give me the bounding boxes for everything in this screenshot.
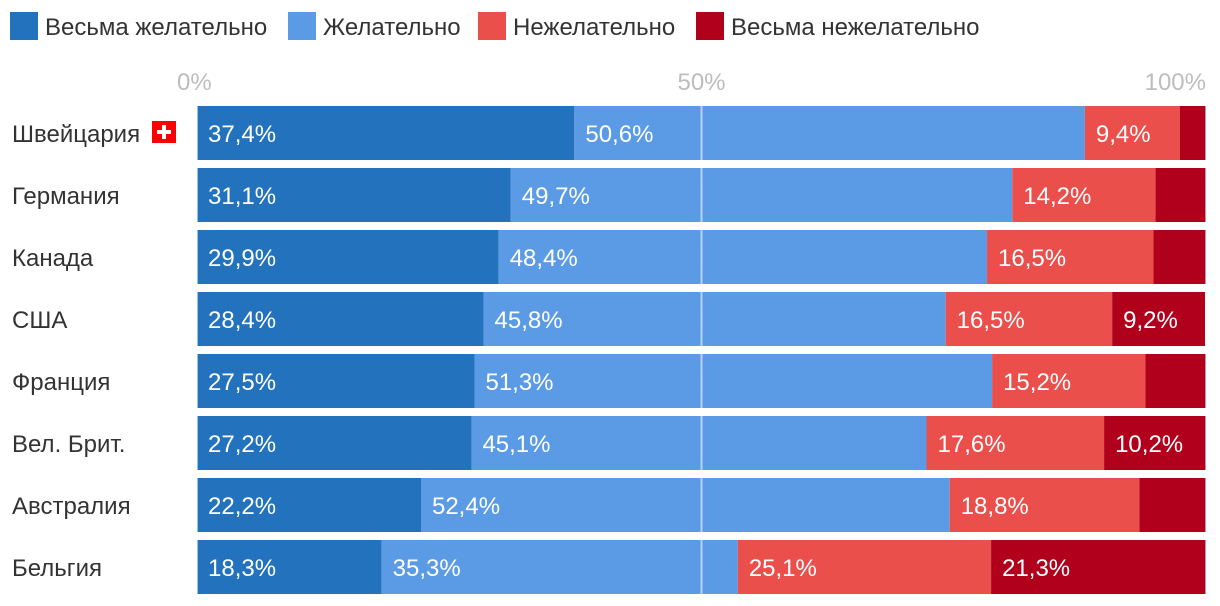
bars-group bbox=[197, 106, 1206, 594]
bar-весьма-нежелательно-бельгия bbox=[991, 540, 1206, 594]
data-label: 28,4% bbox=[208, 307, 276, 334]
data-label: 18,8% bbox=[961, 493, 1029, 520]
bar-весьма-нежелательно-сша bbox=[1112, 292, 1205, 346]
data-labels: 37,4% 50,6% 9,4% 31,1% 49,7% 14,2% 29,9% 48,4% 1… bbox=[208, 121, 1183, 582]
data-label: 21,3% bbox=[1002, 555, 1070, 582]
category-label-канада: Канада bbox=[12, 245, 94, 272]
data-label: 27,2% bbox=[208, 431, 276, 458]
data-label: 48,4% bbox=[510, 245, 578, 272]
category-label-австралия: Австралия bbox=[12, 493, 131, 520]
data-label: 27,5% bbox=[208, 369, 276, 396]
bar-весьма-желательно-канада bbox=[197, 230, 499, 284]
bar-желательно-бельгия bbox=[381, 540, 738, 594]
data-label: 51,3% bbox=[485, 369, 553, 396]
data-label: 9,2% bbox=[1123, 307, 1178, 334]
data-label: 35,3% bbox=[393, 555, 461, 582]
gridlines bbox=[196, 100, 1207, 594]
data-label: 45,1% bbox=[482, 431, 550, 458]
bar-нежелательно-вел-брит bbox=[926, 416, 1105, 470]
legend-swatch-4 bbox=[696, 12, 724, 40]
bar-весьма-желательно-франция bbox=[197, 354, 475, 408]
data-label: 16,5% bbox=[957, 307, 1025, 334]
bar-нежелательно-германия bbox=[1012, 168, 1156, 222]
bar-весьма-желательно-германия bbox=[197, 168, 511, 222]
data-label: 37,4% bbox=[208, 121, 276, 148]
x-tick-label: 50% bbox=[677, 69, 725, 96]
data-label: 31,1% bbox=[208, 183, 276, 210]
legend-label-3: Нежелательно bbox=[513, 14, 675, 41]
category-label-германия: Германия bbox=[12, 183, 120, 210]
category-label-сша: США bbox=[12, 307, 67, 334]
data-label: 25,1% bbox=[749, 555, 817, 582]
legend-label-1: Весьма желательно bbox=[45, 14, 267, 41]
bar-весьма-нежелательно-франция bbox=[1145, 354, 1206, 408]
category-label-вел-брит: Вел. Брит. bbox=[12, 431, 125, 458]
data-label: 52,4% bbox=[432, 493, 500, 520]
legend-swatch-2 bbox=[288, 12, 316, 40]
bar-нежелательно-австралия bbox=[949, 478, 1140, 532]
category-label-франция: Франция bbox=[12, 369, 110, 396]
bar-весьма-желательно-швейцария bbox=[197, 106, 575, 160]
bar-нежелательно-бельгия bbox=[737, 540, 992, 594]
data-label: 22,2% bbox=[208, 493, 276, 520]
bar-нежелательно-швейцария bbox=[1084, 106, 1180, 160]
bar-весьма-нежелательно-австралия bbox=[1139, 478, 1206, 532]
bar-весьма-нежелательно-канада bbox=[1153, 230, 1206, 284]
data-label: 14,2% bbox=[1023, 183, 1091, 210]
bar-нежелательно-канада bbox=[987, 230, 1154, 284]
legend-swatch-1 bbox=[10, 12, 38, 40]
legend-swatch-3 bbox=[478, 12, 506, 40]
data-label: 29,9% bbox=[208, 245, 276, 272]
category-label-швейцария: Швейцария bbox=[12, 121, 140, 148]
data-label: 18,3% bbox=[208, 555, 276, 582]
data-label: 45,8% bbox=[495, 307, 563, 334]
bar-весьма-нежелательно-вел-брит bbox=[1104, 416, 1206, 470]
bar-желательно-австралия bbox=[420, 478, 950, 532]
bar-нежелательно-франция bbox=[992, 354, 1146, 408]
bar-желательно-франция bbox=[474, 354, 993, 408]
category-label-бельгия: Бельгия bbox=[12, 555, 102, 582]
data-label: 16,5% bbox=[998, 245, 1066, 272]
bar-желательно-германия bbox=[510, 168, 1013, 222]
bar-желательно-швейцария bbox=[574, 106, 1085, 160]
x-axis-ticks: 0% 50% 100% bbox=[177, 69, 1206, 96]
category-labels: Швейцария Германия Канада США Франция Вел. Бр… bbox=[12, 121, 176, 582]
bar-желательно-канада bbox=[498, 230, 988, 284]
bar-весьма-желательно-австралия bbox=[197, 478, 421, 532]
x-tick-label: 0% bbox=[177, 69, 212, 96]
data-label: 10,2% bbox=[1115, 431, 1183, 458]
legend-label-4: Весьма нежелательно bbox=[731, 14, 980, 41]
legend-label-2: Желательно bbox=[323, 14, 461, 41]
data-label: 9,4% bbox=[1096, 121, 1151, 148]
bar-весьма-желательно-бельгия bbox=[197, 540, 382, 594]
bar-весьма-нежелательно-германия bbox=[1155, 168, 1206, 222]
bar-весьма-желательно-вел-брит bbox=[197, 416, 472, 470]
chart-legend: Весьма желательно Желательно Нежелательно В… bbox=[10, 12, 980, 41]
bar-весьма-нежелательно-швейцария bbox=[1179, 106, 1206, 160]
x-tick-label: 100% bbox=[1145, 69, 1206, 96]
data-label: 15,2% bbox=[1003, 369, 1071, 396]
data-label: 49,7% bbox=[522, 183, 590, 210]
bar-желательно-вел-брит bbox=[471, 416, 927, 470]
bar-нежелательно-сша bbox=[945, 292, 1113, 346]
data-label: 50,6% bbox=[585, 121, 653, 148]
bar-весьма-желательно-сша bbox=[197, 292, 484, 346]
swiss-flag-icon bbox=[152, 121, 176, 143]
data-label: 17,6% bbox=[938, 431, 1006, 458]
bar-желательно-сша bbox=[483, 292, 946, 346]
